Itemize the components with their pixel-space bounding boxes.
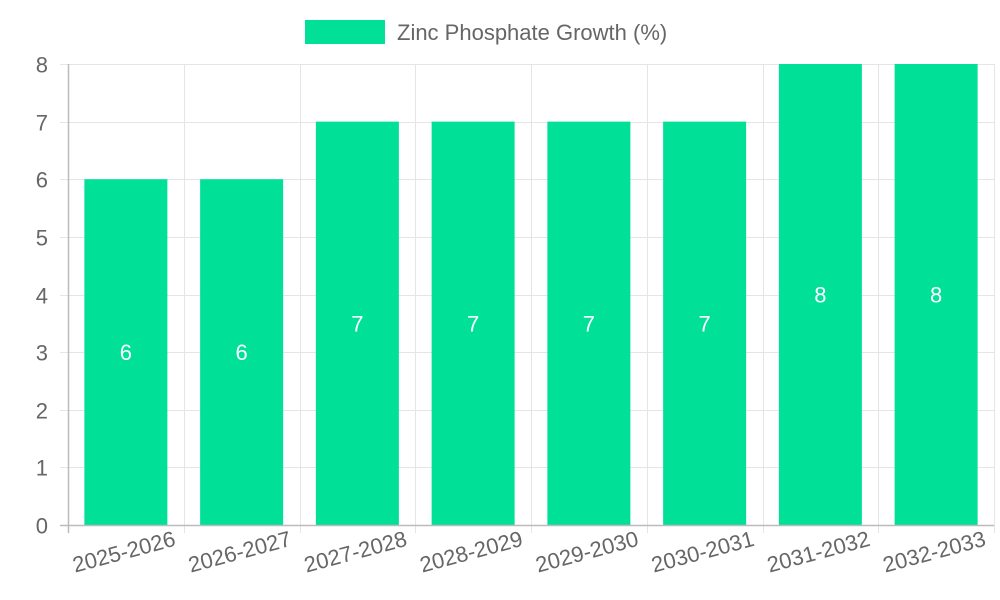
- bar[interactable]: [84, 179, 168, 525]
- bar[interactable]: [894, 64, 978, 525]
- y-tick-label: 6: [36, 168, 48, 193]
- bar[interactable]: [547, 121, 631, 525]
- x-tick-label: 2030-2031: [649, 526, 757, 577]
- legend-swatch[interactable]: [305, 20, 385, 44]
- bar[interactable]: [200, 179, 284, 525]
- y-tick-label: 5: [36, 226, 48, 251]
- y-tick-label: 2: [36, 399, 48, 424]
- y-tick-label: 4: [36, 284, 48, 309]
- legend-label[interactable]: Zinc Phosphate Growth (%): [397, 20, 667, 45]
- x-tick-label: 2029-2030: [533, 526, 641, 577]
- bar-value-label: 7: [583, 311, 595, 336]
- x-tick-label: 2026-2027: [186, 526, 294, 577]
- x-tick-label: 2028-2029: [417, 526, 525, 577]
- legend[interactable]: Zinc Phosphate Growth (%): [305, 20, 667, 45]
- bar-value-label: 7: [699, 311, 711, 336]
- bar[interactable]: [431, 121, 515, 525]
- y-tick-label: 8: [36, 53, 48, 78]
- bar-value-label: 7: [467, 311, 479, 336]
- y-tick-label: 1: [36, 456, 48, 481]
- label-layer: 6 6 7 7 7 7 8 8: [120, 283, 943, 366]
- bar-value-label: 7: [351, 311, 363, 336]
- bar-layer: [84, 64, 978, 525]
- bar[interactable]: [663, 121, 747, 525]
- bar-value-label: 6: [120, 340, 132, 365]
- bar-value-label: 8: [930, 283, 942, 308]
- x-tick-label: 2027-2028: [301, 526, 409, 577]
- y-tick-label: 3: [36, 341, 48, 366]
- bar[interactable]: [778, 64, 862, 525]
- bar[interactable]: [315, 121, 399, 525]
- y-tick-label: 7: [36, 111, 48, 136]
- x-tick-label: 2032-2033: [880, 526, 988, 577]
- x-tick-label: 2031-2032: [764, 526, 872, 577]
- bar-value-label: 8: [814, 283, 826, 308]
- y-tick-label: 0: [36, 514, 48, 539]
- x-tick-label: 2025-2026: [70, 526, 178, 577]
- bar-value-label: 6: [236, 340, 248, 365]
